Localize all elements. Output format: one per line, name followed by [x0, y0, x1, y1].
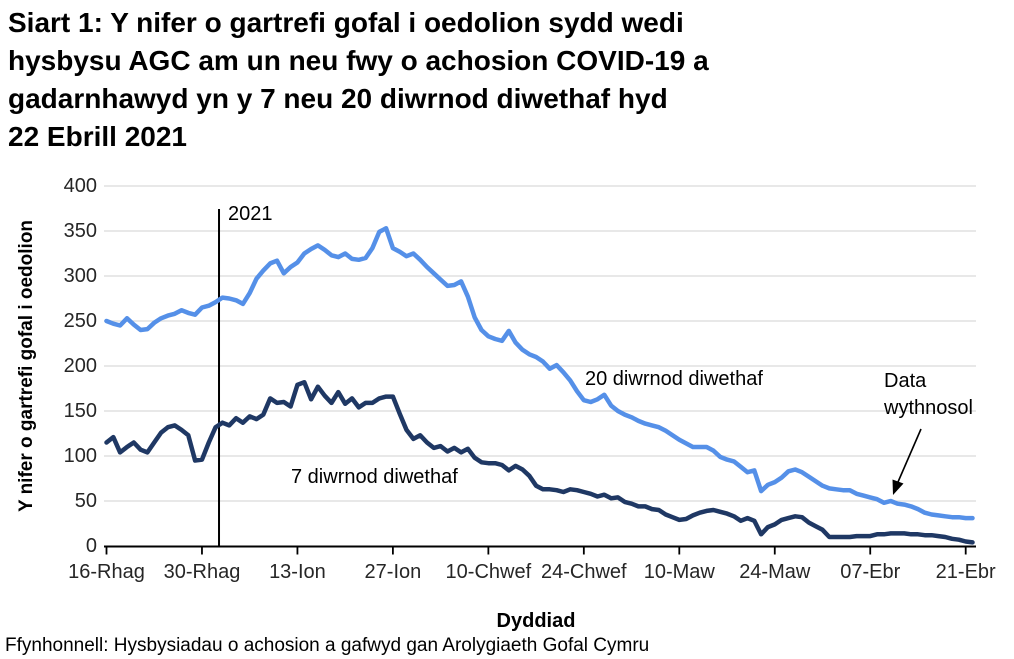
chart-title-line-4: 22 Ebrill 2021 — [8, 121, 188, 152]
x-tick-label: 24-Chwef — [541, 561, 627, 583]
weekly-data-annotation-line-1: Data — [884, 370, 927, 392]
chart-title-line-1: Siart 1: Y nifer o gartrefi gofal i oedo… — [8, 7, 684, 38]
x-tick-label: 21-Ebr — [936, 561, 996, 583]
data-series — [104, 226, 975, 545]
x-tick-label: 27-Ion — [365, 561, 422, 583]
weekly-data-annotation: Data wythnosol — [884, 368, 973, 422]
axes — [104, 545, 976, 555]
y-tick-label: 0 — [86, 535, 97, 557]
series-line-7-day — [104, 379, 975, 545]
arrow-head-icon — [892, 479, 904, 495]
chart-title: Siart 1: Y nifer o gartrefi gofal i oedo… — [8, 4, 998, 156]
x-tick-label: 10-Maw — [644, 561, 716, 583]
y-tick-label: 400 — [64, 175, 97, 197]
x-tick-label: 07-Ebr — [840, 561, 900, 583]
y-axis-title: Y nifer o gartrefi gofal i oedolion — [16, 219, 37, 513]
x-tick-label: 10-Chwef — [446, 561, 532, 583]
series-label-20-day: 20 diwrnod diwethaf — [585, 368, 763, 390]
x-axis-tick-labels: 16-Rhag 30-Rhag 13-Ion 27-Ion 10-Chwef 24-Chw… — [68, 561, 996, 583]
x-tick-label: 13-Ion — [269, 561, 326, 583]
y-axis-tick-labels: 0 50 100 150 200 250 300 350 400 — [64, 175, 97, 557]
y-tick-label: 150 — [64, 400, 97, 422]
weekly-data-arrow — [892, 428, 922, 495]
y-tick-label: 100 — [64, 445, 97, 467]
x-tick-label: 30-Rhag — [164, 561, 241, 583]
y-tick-label: 200 — [64, 355, 97, 377]
y-tick-label: 350 — [64, 220, 97, 242]
y-tick-label: 250 — [64, 310, 97, 332]
x-tick-label: 24-Maw — [739, 561, 811, 583]
weekly-data-annotation-line-2: wythnosol — [884, 397, 973, 419]
arrow-shaft — [897, 428, 922, 483]
source-note: Ffynhonnell: Hysbysiadau o achosion a ga… — [5, 635, 650, 656]
series-line-20-day — [104, 226, 975, 521]
y-tick-label: 300 — [64, 265, 97, 287]
chart-title-line-3: gadarnhawyd yn y 7 neu 20 diwrnod diweth… — [8, 83, 668, 114]
series-label-7-day: 7 diwrnod diwethaf — [291, 466, 458, 488]
y-tick-label: 50 — [75, 490, 97, 512]
chart-title-line-2: hysbysu AGC am un neu fwy o achosion COV… — [8, 45, 709, 76]
gridlines — [104, 185, 976, 502]
x-tick-label: 16-Rhag — [68, 561, 145, 583]
x-axis-title: Dyddiad — [496, 610, 576, 632]
year-annotation: 2021 — [228, 203, 273, 225]
